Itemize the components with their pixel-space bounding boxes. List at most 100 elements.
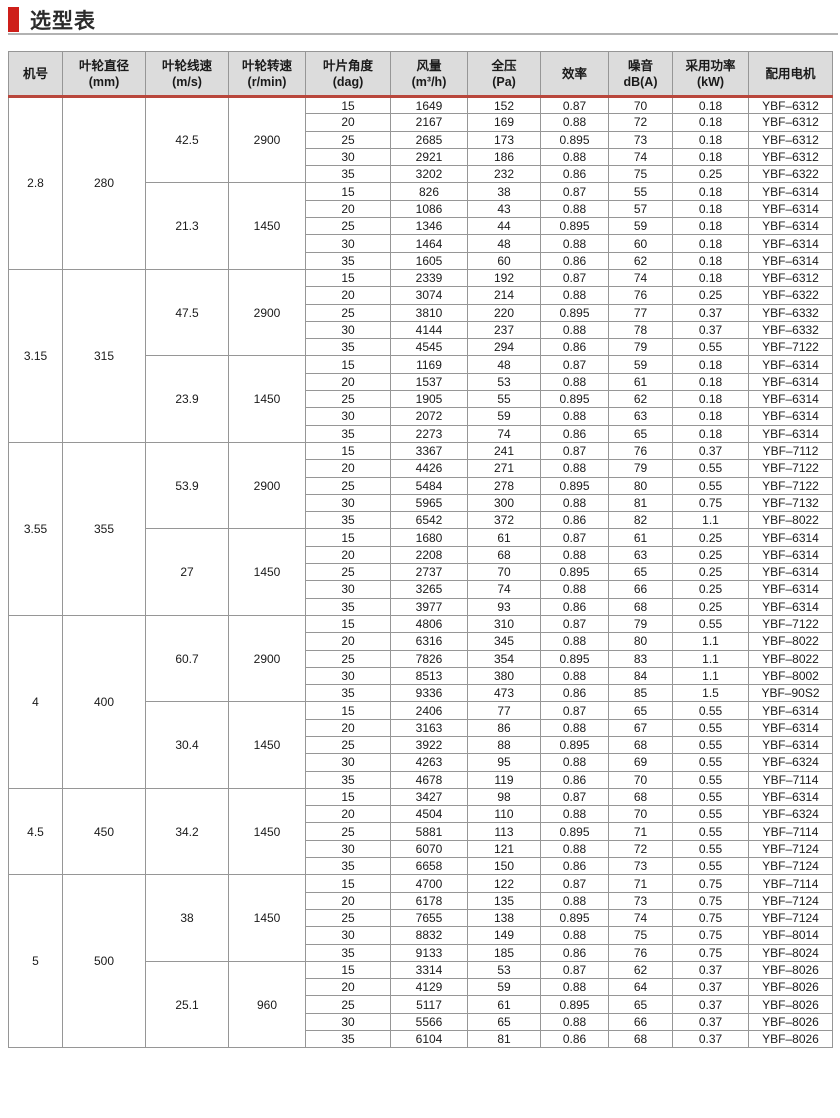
cell-model: 2.8 <box>8 96 63 270</box>
cell-blade-angle: 25 <box>305 130 391 149</box>
cell-noise: 72 <box>608 839 673 859</box>
cell-pressure: 345 <box>467 632 541 651</box>
cell-blade-angle: 25 <box>305 217 391 236</box>
cell-power: 0.37 <box>672 960 749 980</box>
cell-blade-angle: 15 <box>305 787 391 807</box>
cell-efficiency: 0.88 <box>540 632 609 651</box>
cell-power: 0.37 <box>672 995 749 1014</box>
table-row: 25 3810 220 0.895 77 0.37 YBF–6332 <box>9 303 833 322</box>
table-row: 35 1605 60 0.86 62 0.18 YBF–6314 <box>9 251 833 270</box>
cell-pressure: 173 <box>467 130 541 149</box>
cell-noise: 69 <box>608 753 673 772</box>
cell-line-speed: 47.5 <box>145 268 229 357</box>
cell-power: 0.18 <box>672 390 749 409</box>
cell-airflow: 4545 <box>390 338 468 357</box>
cell-pressure: 95 <box>467 753 541 772</box>
cell-pressure: 44 <box>467 217 541 236</box>
cell-line-speed: 38 <box>145 874 229 962</box>
cell-efficiency: 0.87 <box>540 960 609 980</box>
cell-efficiency: 0.88 <box>540 320 609 340</box>
cell-pressure: 294 <box>467 338 541 357</box>
table-row: 3.15 315 47.5 2900 15 2339 192 0.87 74 0.18 YBF–63… <box>8 268 833 443</box>
cell-efficiency: 0.87 <box>540 614 609 634</box>
cell-efficiency: 0.88 <box>540 580 609 599</box>
cell-line-speed: 53.9 <box>145 441 229 530</box>
cell-motor: YBF–6332 <box>748 303 833 322</box>
cell-pressure: 354 <box>467 649 541 668</box>
cell-blade-angle: 25 <box>305 995 391 1014</box>
cell-efficiency: 0.88 <box>540 286 609 305</box>
cell-motor: YBF–6332 <box>748 320 833 340</box>
cell-power: 0.18 <box>672 251 749 270</box>
cell-airflow: 6070 <box>390 839 468 859</box>
cell-power: 0.75 <box>672 943 749 962</box>
cell-blade-angle: 20 <box>305 199 391 219</box>
cell-power: 1.5 <box>672 684 749 703</box>
table-row: 30 4144 237 0.88 78 0.37 YBF–6332 <box>9 320 833 340</box>
cell-efficiency: 0.86 <box>540 1030 609 1049</box>
cell-airflow: 4700 <box>390 874 468 893</box>
cell-power: 0.37 <box>672 441 749 461</box>
cell-airflow: 1537 <box>390 372 468 392</box>
cell-airflow: 826 <box>390 182 468 201</box>
cell-motor: YBF–8022 <box>748 632 833 651</box>
cell-motor: YBF–7114 <box>748 822 833 841</box>
cell-power: 0.25 <box>672 286 749 305</box>
cell-airflow: 9133 <box>390 943 468 962</box>
cell-pressure: 271 <box>467 459 541 478</box>
cell-efficiency: 0.88 <box>540 459 609 478</box>
cell-blade-angle: 20 <box>305 718 391 737</box>
cell-noise: 80 <box>608 632 673 651</box>
cell-rpm: 1450 <box>228 701 306 789</box>
cell-power: 0.55 <box>672 805 749 824</box>
cell-motor: YBF–7112 <box>748 441 833 461</box>
cell-pressure: 53 <box>467 372 541 392</box>
cell-diameter: 280 <box>62 96 146 270</box>
table-row: 20 3163 86 0.88 67 0.55 YBF–6314 <box>9 718 833 737</box>
cell-efficiency: 0.86 <box>540 424 609 443</box>
cell-airflow: 6104 <box>390 1030 468 1049</box>
cell-pressure: 300 <box>467 493 541 513</box>
cell-airflow: 1680 <box>390 528 468 547</box>
cell-noise: 62 <box>608 960 673 980</box>
cell-line-speed: 21.3 <box>145 182 229 270</box>
cell-airflow: 2273 <box>390 424 468 443</box>
cell-noise: 67 <box>608 718 673 737</box>
cell-efficiency: 0.88 <box>540 493 609 513</box>
cell-power: 0.18 <box>672 182 749 201</box>
cell-motor: YBF–6314 <box>748 251 833 270</box>
cell-pressure: 232 <box>467 165 541 184</box>
cell-rpm: 960 <box>228 960 306 1049</box>
table-body: 2.8 280 42.5 2900 15 1649 152 0.87 70 0.18 YBF–631… <box>8 95 833 1049</box>
table-row: 35 6542 372 0.86 82 1.1 YBF–8022 <box>9 511 833 530</box>
cell-pressure: 61 <box>467 528 541 547</box>
cell-airflow: 1086 <box>390 199 468 219</box>
cell-airflow: 7826 <box>390 649 468 668</box>
cell-power: 0.55 <box>672 753 749 772</box>
cell-noise: 85 <box>608 684 673 703</box>
cell-rpm: 1450 <box>228 787 306 876</box>
cell-efficiency: 0.86 <box>540 943 609 962</box>
cell-motor: YBF–7122 <box>748 459 833 478</box>
cell-power: 0.18 <box>672 199 749 219</box>
cell-motor: YBF–7122 <box>748 614 833 634</box>
cell-power: 0.18 <box>672 217 749 236</box>
cell-pressure: 220 <box>467 303 541 322</box>
cell-rpm: 1450 <box>228 528 306 616</box>
cell-motor: YBF–6314 <box>748 217 833 236</box>
cell-model: 4 <box>8 614 63 789</box>
cell-motor: YBF–8026 <box>748 978 833 997</box>
cell-rpm: 1450 <box>228 182 306 270</box>
cell-blade-angle: 20 <box>305 891 391 910</box>
cell-blade-angle: 35 <box>305 424 391 443</box>
cell-noise: 75 <box>608 926 673 945</box>
cell-power: 0.25 <box>672 528 749 547</box>
cell-power: 1.1 <box>672 632 749 651</box>
cell-power: 0.25 <box>672 563 749 582</box>
cell-motor: YBF–6322 <box>748 286 833 305</box>
cell-efficiency: 0.895 <box>540 303 609 322</box>
cell-blade-angle: 15 <box>305 268 391 288</box>
cell-airflow: 2921 <box>390 147 468 167</box>
cell-pressure: 74 <box>467 580 541 599</box>
table-row: 3.55 355 53.9 2900 15 3367 241 0.87 76 0.37 YBF–71… <box>8 441 833 616</box>
